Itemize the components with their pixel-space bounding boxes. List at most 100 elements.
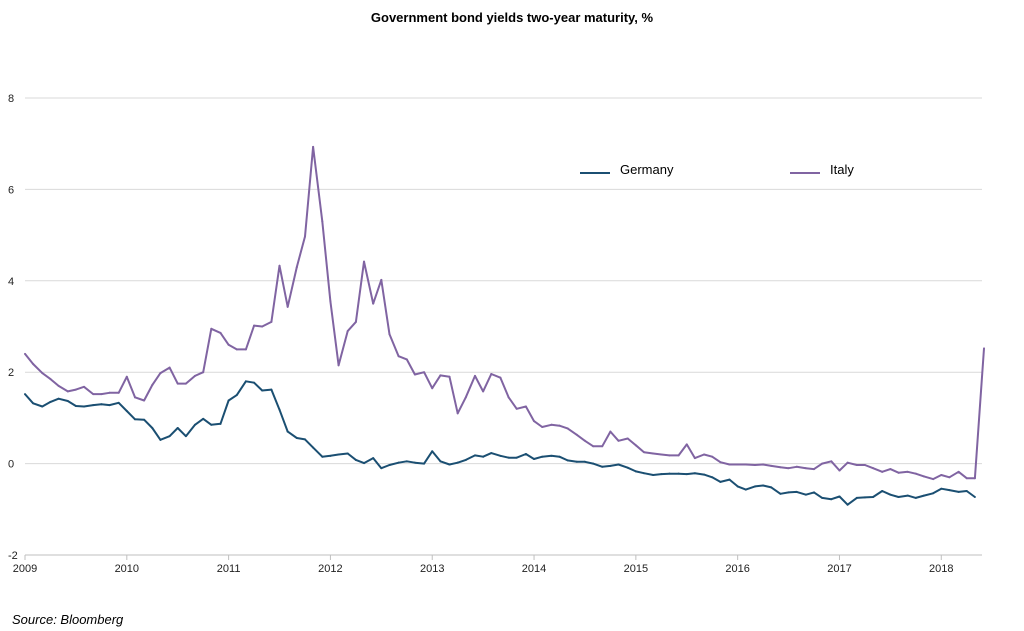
data-point-italy [592,445,595,448]
data-point-germany [108,404,111,407]
data-point-germany [117,401,120,404]
data-point-germany [125,410,128,413]
data-point-italy [92,393,95,396]
data-point-germany [354,458,357,461]
data-point-italy [346,330,349,333]
data-point-italy [541,426,544,429]
data-point-germany [235,394,238,397]
data-point-germany [57,397,60,400]
data-point-italy [151,383,154,386]
y-tick-label: 0 [8,459,14,471]
data-point-italy [83,385,86,388]
data-point-italy [626,437,629,440]
data-point-germany [728,478,731,481]
data-point-italy [983,347,986,350]
data-point-italy [821,462,824,465]
legend-label-italy: Italy [830,162,854,177]
data-point-italy [303,235,306,238]
data-point-germany [456,461,459,464]
data-point-germany [541,455,544,458]
data-point-italy [235,348,238,351]
data-point-germany [533,458,536,461]
data-point-italy [922,475,925,478]
data-point-germany [515,456,518,459]
data-point-germany [490,452,493,455]
data-point-germany [423,462,426,465]
data-point-italy [117,391,120,394]
data-point-germany [524,453,527,456]
data-point-italy [278,264,281,267]
data-point-germany [566,459,569,462]
data-point-italy [66,390,69,393]
data-point-germany [133,418,136,421]
data-point-germany [855,496,858,499]
data-point-germany [830,498,833,501]
data-point-germany [813,491,816,494]
data-point-germany [337,453,340,456]
data-point-germany [787,491,790,494]
data-point-germany [244,380,247,383]
data-point-italy [932,478,935,481]
data-point-germany [609,464,612,467]
data-point-germany [838,495,841,498]
x-tick-label: 2015 [624,563,648,575]
data-point-germany [49,400,52,403]
data-point-germany [863,496,866,499]
data-point-italy [372,302,375,305]
data-point-italy [125,375,128,378]
data-point-italy [838,469,841,472]
data-point-italy [219,331,222,334]
y-tick-label: 6 [8,184,14,196]
data-point-italy [728,463,731,466]
data-point-germany [948,489,951,492]
data-point-italy [210,327,213,330]
data-point-italy [337,364,340,367]
data-point-germany [507,456,510,459]
data-point-germany [473,454,476,457]
data-point-germany [405,460,408,463]
x-tick-label: 2014 [522,563,546,575]
x-tick-label: 2013 [420,563,444,575]
data-point-italy [558,424,561,427]
x-tick-label: 2012 [318,563,342,575]
data-point-italy [813,468,816,471]
data-point-germany [413,461,416,464]
data-point-germany [74,405,77,408]
data-point-italy [473,374,476,377]
data-point-germany [83,405,86,408]
data-point-germany [592,462,595,465]
data-point-italy [575,433,578,436]
y-tick-label: 2 [8,367,14,379]
data-point-italy [855,463,858,466]
data-point-italy [397,355,400,358]
data-point-italy [677,454,680,457]
data-point-italy [753,463,756,466]
x-tick-label: 2009 [13,563,37,575]
data-point-germany [668,472,671,475]
data-point-italy [176,382,179,385]
data-point-germany [92,404,95,407]
data-point-germany [303,438,306,441]
data-point-italy [270,320,273,323]
data-point-italy [642,451,645,454]
data-point-italy [244,348,247,351]
data-point-germany [24,393,26,396]
data-point-italy [770,464,773,467]
data-point-germany [100,403,103,406]
data-point-italy [32,362,35,365]
data-point-italy [830,460,833,463]
data-point-italy [804,467,807,470]
data-point-italy [846,461,849,464]
data-point-germany [753,485,756,488]
data-point-italy [57,384,60,387]
y-axis: -2 0 2 4 6 8 [8,93,18,562]
data-point-germany [795,490,798,493]
data-point-germany [601,465,604,468]
data-point-germany [711,476,714,479]
legend: Germany Italy [580,162,854,177]
data-point-italy [660,453,663,456]
data-point-germany [652,474,655,477]
data-point-germany [295,437,298,440]
data-point-italy [668,454,671,457]
data-point-italy [719,461,722,464]
